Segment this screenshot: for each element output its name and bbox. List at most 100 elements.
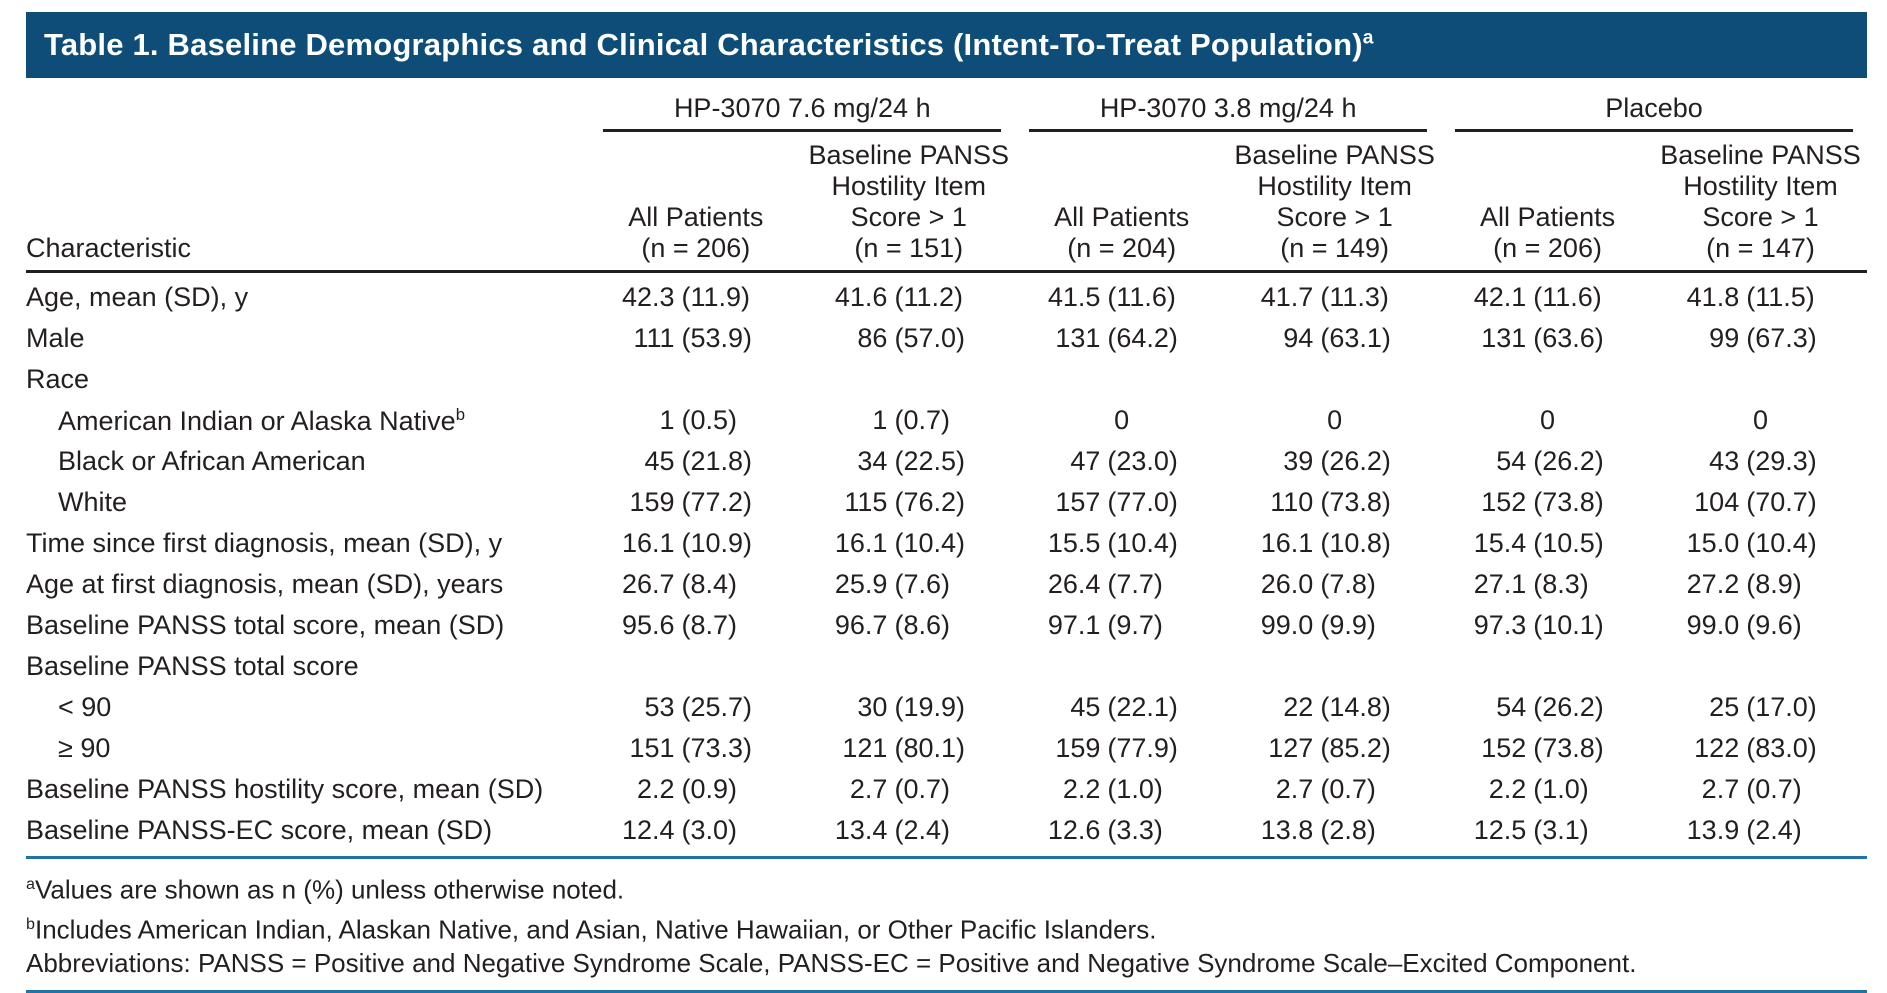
value-count: 53 bbox=[644, 692, 675, 722]
footnote: Abbreviations: PANSS = Positive and Nega… bbox=[26, 946, 1867, 980]
value-count: 15.5 bbox=[1047, 528, 1101, 558]
value-percent: (0.9) bbox=[681, 774, 738, 804]
row-label: Black or African American bbox=[26, 441, 589, 482]
footnote-text: Values are shown as n (%) unless otherwi… bbox=[34, 874, 625, 905]
row-label: Male bbox=[26, 318, 589, 359]
row-label: Age, mean (SD), y bbox=[26, 272, 589, 319]
data-cell: 104 (70.7) bbox=[1654, 482, 1867, 523]
data-cell bbox=[1228, 359, 1441, 400]
value-count: 0 bbox=[1114, 405, 1130, 435]
value-count: 121 bbox=[842, 733, 888, 763]
row-label: Time since first diagnosis, mean (SD), y bbox=[26, 523, 589, 564]
data-cell: 13.8 (2.8) bbox=[1228, 810, 1442, 859]
column-header-line: All Patients bbox=[1480, 202, 1616, 232]
value-count: 25.9 bbox=[834, 569, 888, 599]
data-cell bbox=[1015, 359, 1228, 400]
data-cell-content: 0 bbox=[1228, 405, 1441, 436]
value-count: 54 bbox=[1496, 446, 1527, 476]
data-cell-content: 97.1 (9.7) bbox=[1015, 610, 1228, 641]
value-percent: (73.8) bbox=[1533, 733, 1604, 763]
column-header: All Patients (n = 206) bbox=[1441, 132, 1655, 273]
value-count: 13.9 bbox=[1686, 815, 1740, 845]
data-cell: 26.7 (8.4) bbox=[589, 564, 802, 605]
data-cell: 42.1 (11.6) bbox=[1441, 272, 1654, 319]
group-header-1: HP-3070 7.6 mg/24 h bbox=[589, 78, 1015, 132]
value-percent: (11.5) bbox=[1746, 282, 1815, 312]
data-cell-content: 122 (83.0) bbox=[1654, 733, 1867, 764]
value-percent: (53.9) bbox=[681, 323, 753, 353]
table-row: Time since first diagnosis, mean (SD), y… bbox=[26, 523, 1867, 564]
data-cell-content: 152 (73.8) bbox=[1441, 487, 1654, 518]
value-count: 13.4 bbox=[834, 815, 888, 845]
value-count: 45 bbox=[1070, 692, 1101, 722]
value-count: 39 bbox=[1283, 446, 1314, 476]
value-count: 127 bbox=[1268, 733, 1314, 763]
data-cell: 16.1 (10.9) bbox=[589, 523, 802, 564]
data-cell-content: 2.7 (0.7) bbox=[1228, 774, 1441, 805]
data-cell bbox=[1654, 646, 1867, 687]
value-count: 12.5 bbox=[1473, 815, 1527, 845]
value-percent: (26.2) bbox=[1320, 446, 1391, 476]
data-cell-content: 25.9 (7.6) bbox=[802, 569, 1015, 600]
data-cell: 99 (67.3) bbox=[1654, 318, 1867, 359]
data-cell-content: 0 bbox=[1654, 405, 1867, 436]
data-cell-content: 2.7 (0.7) bbox=[1654, 774, 1867, 805]
group-label: HP-3070 7.6 mg/24 h bbox=[673, 93, 931, 123]
value-count: 99.0 bbox=[1686, 610, 1740, 640]
data-cell: 111 (53.9) bbox=[589, 318, 802, 359]
row-label-text: Time since first diagnosis, mean (SD), y bbox=[26, 528, 503, 558]
table-row: Baseline PANSS total score, mean (SD) 95.… bbox=[26, 605, 1867, 646]
data-cell: 152 (73.8) bbox=[1441, 728, 1654, 769]
data-cell-content: 41.6 (11.2) bbox=[802, 282, 1015, 313]
data-cell: 54 (26.2) bbox=[1441, 441, 1654, 482]
data-cell-content: 97.3 (10.1) bbox=[1441, 610, 1654, 641]
table-row: Age at first diagnosis, mean (SD), years… bbox=[26, 564, 1867, 605]
column-header-line: (n = 149) bbox=[1280, 233, 1390, 263]
value-count: 41.8 bbox=[1686, 282, 1740, 312]
value-count: 96.7 bbox=[834, 610, 888, 640]
data-cell: 26.4 (7.7) bbox=[1015, 564, 1228, 605]
row-label-text: < 90 bbox=[58, 692, 112, 722]
data-cell: 131 (63.6) bbox=[1441, 318, 1654, 359]
data-cell-content: 0 bbox=[1441, 405, 1654, 436]
value-count: 2.7 bbox=[1701, 774, 1740, 804]
table-row: ≥ 90 151 (73.3) 121 (80.1) 159 (77.9) 127 (85.2)… bbox=[26, 728, 1867, 769]
value-percent: (0.7) bbox=[894, 774, 950, 804]
value-count: 99.0 bbox=[1260, 610, 1314, 640]
value-percent: (77.0) bbox=[1107, 487, 1178, 517]
value-percent: (1.0) bbox=[1107, 774, 1163, 804]
value-count: 2.2 bbox=[636, 774, 675, 804]
value-percent: (73.3) bbox=[681, 733, 753, 763]
value-percent: (21.8) bbox=[681, 446, 753, 476]
data-cell-content: 54 (26.2) bbox=[1441, 692, 1654, 723]
data-cell-content: 34 (22.5) bbox=[802, 446, 1015, 477]
data-cell: 27.2 (8.9) bbox=[1654, 564, 1867, 605]
data-cell: 2.7 (0.7) bbox=[1654, 769, 1867, 810]
group-label: Placebo bbox=[1605, 93, 1703, 123]
data-cell-content: 45 (21.8) bbox=[589, 446, 802, 477]
data-cell: 13.9 (2.4) bbox=[1654, 810, 1867, 859]
row-label: American Indian or Alaska Nativeb bbox=[26, 400, 589, 441]
column-header-line: Hostility Item bbox=[1257, 171, 1412, 201]
data-cell: 16.1 (10.8) bbox=[1228, 523, 1441, 564]
table-footnotes: aValues are shown as n (%) unless otherw… bbox=[26, 859, 1867, 993]
value-count: 97.1 bbox=[1047, 610, 1101, 640]
characteristic-column-header: Characteristic bbox=[26, 132, 590, 273]
data-cell-content: 16.1 (10.4) bbox=[802, 528, 1015, 559]
data-cell-content: 159 (77.9) bbox=[1015, 733, 1228, 764]
group-label: HP-3070 3.8 mg/24 h bbox=[1099, 93, 1357, 123]
value-count: 97.3 bbox=[1473, 610, 1527, 640]
data-cell-content: 45 (22.1) bbox=[1015, 692, 1228, 723]
data-cell-content: 1 (0.5) bbox=[589, 405, 802, 436]
value-count: 15.0 bbox=[1686, 528, 1740, 558]
data-cell-content: 131 (64.2) bbox=[1015, 323, 1228, 354]
data-cell: 159 (77.9) bbox=[1015, 728, 1228, 769]
value-count: 41.7 bbox=[1260, 282, 1314, 312]
row-label-text: Baseline PANSS total score, mean (SD) bbox=[26, 610, 505, 640]
data-cell: 47 (23.0) bbox=[1015, 441, 1228, 482]
row-label-footnote-marker: b bbox=[455, 404, 466, 424]
data-cell: 1 (0.7) bbox=[802, 400, 1015, 441]
data-cell: 27.1 (8.3) bbox=[1441, 564, 1654, 605]
data-cell-content: 121 (80.1) bbox=[802, 733, 1015, 764]
value-percent: (1.0) bbox=[1533, 774, 1589, 804]
